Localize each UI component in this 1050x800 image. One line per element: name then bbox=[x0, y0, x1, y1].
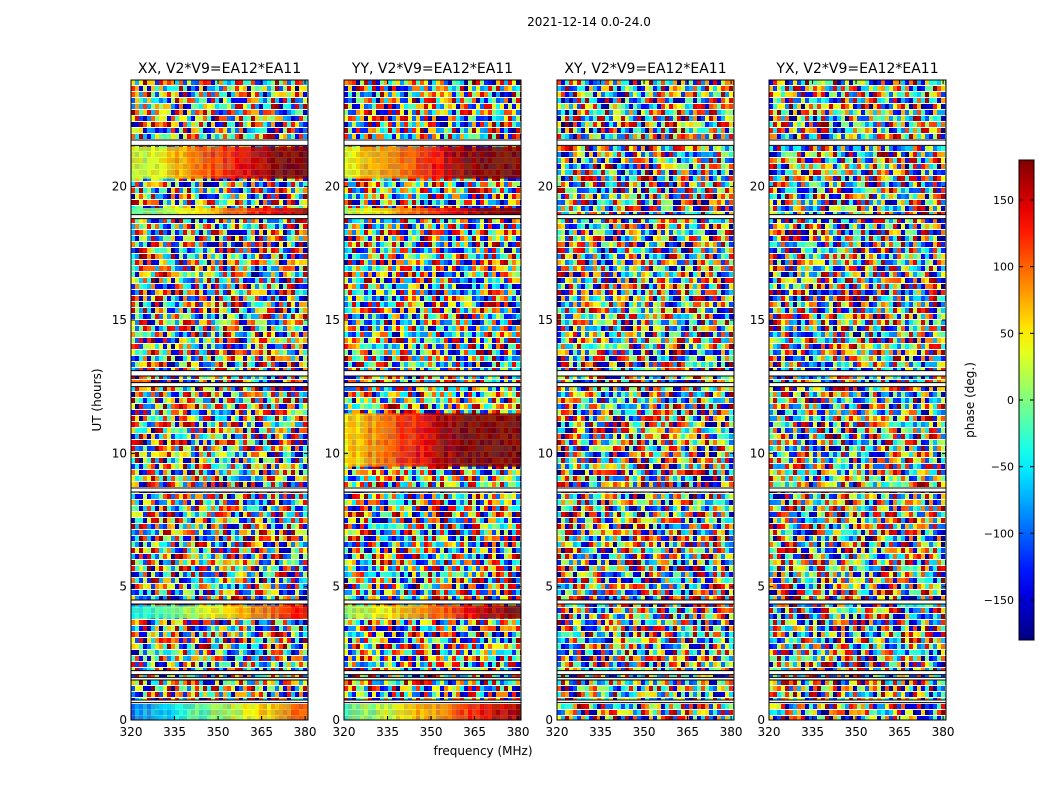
y-tick-label: 20 bbox=[325, 180, 340, 194]
y-tick-label: 5 bbox=[757, 580, 765, 594]
colorbar-tick-label: 100 bbox=[993, 261, 1014, 274]
colorbar-tick-label: 0 bbox=[1007, 394, 1014, 407]
x-axis-label: frequency (MHz) bbox=[433, 744, 532, 758]
phase-heatmap bbox=[557, 80, 734, 720]
x-tick-label: 335 bbox=[163, 725, 186, 739]
y-tick-label: 10 bbox=[538, 446, 553, 460]
x-tick-label: 335 bbox=[589, 725, 612, 739]
x-tick-label: 350 bbox=[207, 725, 230, 739]
panel-frame bbox=[343, 79, 522, 721]
colorbar-tick-label: 150 bbox=[993, 194, 1014, 207]
x-tick-label: 365 bbox=[250, 725, 273, 739]
x-tick-label: 320 bbox=[546, 725, 569, 739]
y-tick-label: 20 bbox=[750, 180, 765, 194]
y-tick-label: 15 bbox=[538, 313, 553, 327]
panel-frame bbox=[556, 79, 735, 721]
x-tick-label: 365 bbox=[676, 725, 699, 739]
x-tick-label: 320 bbox=[120, 725, 143, 739]
panel-xy: XY, V2*V9=EA12*EA11 320 335 350 365 380 0 5 10 15… bbox=[538, 61, 743, 739]
y-tick-label: 0 bbox=[545, 713, 553, 727]
phase-heatmap bbox=[769, 80, 946, 720]
y-tick-label: 15 bbox=[325, 313, 340, 327]
panel-title: YY, V2*V9=EA12*EA11 bbox=[351, 61, 513, 77]
y-tick-label: 10 bbox=[112, 446, 127, 460]
x-tick-label: 320 bbox=[758, 725, 781, 739]
y-tick-label: 0 bbox=[119, 713, 127, 727]
y-tick-label: 15 bbox=[112, 313, 127, 327]
x-tick-label: 365 bbox=[463, 725, 486, 739]
phase-heatmap bbox=[131, 80, 308, 720]
colorbar-tick-label: 50 bbox=[1000, 327, 1014, 340]
panel-title: XY, V2*V9=EA12*EA11 bbox=[564, 61, 726, 77]
x-tick-label: 380 bbox=[720, 725, 743, 739]
panel-title: YX, V2*V9=EA12*EA11 bbox=[775, 61, 938, 77]
panel-frame bbox=[768, 79, 947, 721]
y-tick-label: 20 bbox=[538, 180, 553, 194]
colorbar-tick-label: −50 bbox=[991, 461, 1014, 474]
y-axis-label: UT (hours) bbox=[90, 368, 104, 431]
panel-yy: YY, V2*V9=EA12*EA11 320 335 350 365 380 0 5 10 15… bbox=[325, 61, 530, 739]
colorbar-tick-label: −150 bbox=[984, 594, 1014, 607]
x-tick-label: 365 bbox=[888, 725, 911, 739]
figure-title: 2021-12-14 0.0-24.0 bbox=[527, 15, 651, 29]
panel-title: XX, V2*V9=EA12*EA11 bbox=[138, 61, 301, 77]
y-tick-label: 5 bbox=[119, 580, 127, 594]
x-tick-label: 380 bbox=[294, 725, 317, 739]
colorbar: 150 100 50 0 −50 −100 −150 bbox=[984, 159, 1035, 641]
x-tick-label: 350 bbox=[845, 725, 868, 739]
y-tick-label: 5 bbox=[545, 580, 553, 594]
colorbar-label: phase (deg.) bbox=[963, 362, 977, 438]
panel-yx: YX, V2*V9=EA12*EA11 320 335 350 365 380 0 5 10 15… bbox=[750, 61, 955, 739]
x-tick-label: 380 bbox=[507, 725, 530, 739]
y-tick-label: 5 bbox=[332, 580, 340, 594]
x-tick-label: 335 bbox=[376, 725, 399, 739]
panel-frame bbox=[130, 79, 309, 721]
colorbar-tick-label: −100 bbox=[984, 527, 1014, 540]
panel-xx: XX, V2*V9=EA12*EA11 320 335 350 365 380 0 5 10 15… bbox=[112, 61, 317, 739]
x-tick-label: 335 bbox=[801, 725, 824, 739]
y-tick-label: 20 bbox=[112, 180, 127, 194]
y-tick-label: 10 bbox=[325, 446, 340, 460]
y-tick-label: 15 bbox=[750, 313, 765, 327]
panels-group: XX, V2*V9=EA12*EA11 320 335 350 365 380 0 5 10 15… bbox=[112, 61, 955, 739]
x-tick-label: 350 bbox=[633, 725, 656, 739]
phase-heatmap bbox=[344, 80, 521, 720]
y-tick-label: 10 bbox=[750, 446, 765, 460]
y-tick-label: 0 bbox=[332, 713, 340, 727]
y-tick-label: 0 bbox=[757, 713, 765, 727]
x-tick-label: 350 bbox=[420, 725, 443, 739]
x-tick-label: 320 bbox=[333, 725, 356, 739]
x-tick-label: 380 bbox=[932, 725, 955, 739]
